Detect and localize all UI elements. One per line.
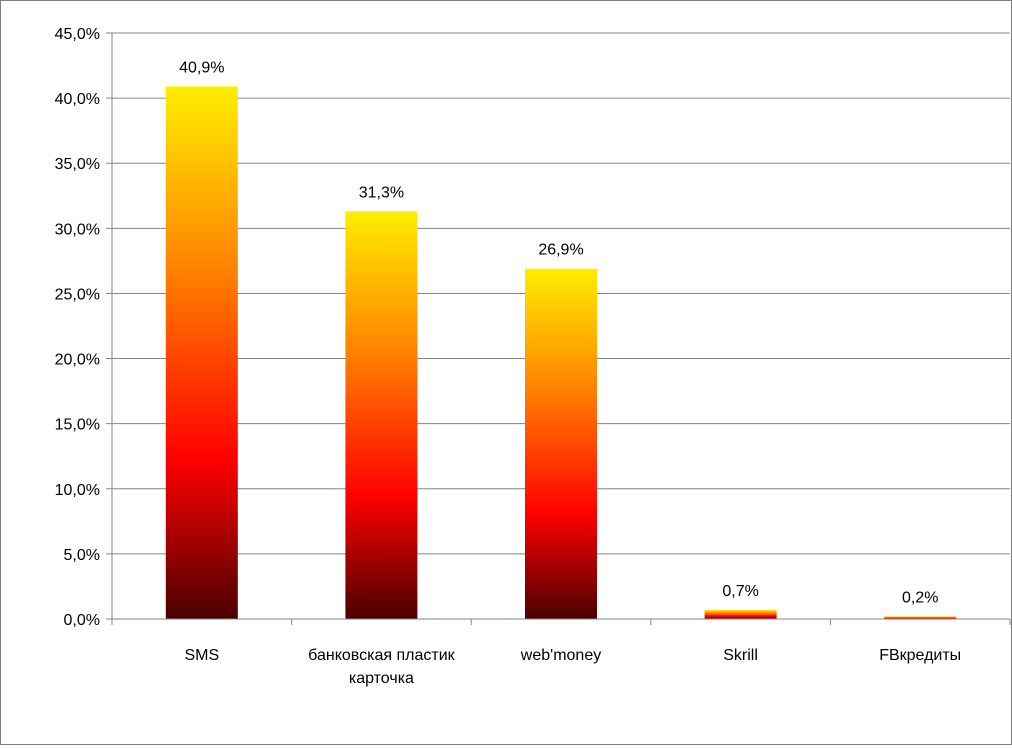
data-labels: 40,9% 31,3% 26,9% 0,7% 0,2% bbox=[179, 59, 938, 606]
bar bbox=[884, 616, 957, 619]
data-label: 40,9% bbox=[179, 59, 224, 76]
y-axis-tick-labels: 0,0% 5,0% 10,0% 15,0% 20,0% 25,0% 30,0% 35,0% 40… bbox=[55, 26, 100, 629]
bar bbox=[525, 268, 597, 619]
data-label: 26,9% bbox=[538, 242, 583, 259]
y-tick-label: 30,0% bbox=[55, 221, 100, 238]
bar bbox=[165, 86, 238, 619]
y-tick-label: 40,0% bbox=[55, 91, 100, 108]
x-tick-label: web'money bbox=[520, 647, 601, 664]
y-tick-label: 5,0% bbox=[64, 547, 100, 564]
x-axis-tick-labels: SMS банковская пластик карточка web'money Sk… bbox=[184, 647, 961, 687]
x-tick-label: Skrill bbox=[723, 647, 758, 664]
x-tick-label: FBкредиты bbox=[879, 647, 961, 664]
y-tick-label: 20,0% bbox=[55, 352, 100, 369]
y-tick-label: 0,0% bbox=[64, 612, 100, 629]
bar bbox=[704, 609, 777, 619]
axes bbox=[106, 32, 1011, 625]
data-label: 0,2% bbox=[902, 589, 938, 606]
bars bbox=[165, 86, 957, 619]
y-tick-label: 15,0% bbox=[55, 417, 100, 434]
y-tick-label: 35,0% bbox=[55, 156, 100, 173]
bar bbox=[345, 211, 418, 619]
y-tick-label: 45,0% bbox=[55, 26, 100, 43]
x-tick-label: SMS bbox=[184, 647, 219, 664]
data-label: 0,7% bbox=[722, 583, 758, 600]
x-tick-label: банковская пластик карточка bbox=[308, 647, 455, 687]
y-tick-label: 25,0% bbox=[55, 286, 100, 303]
y-tick-label: 10,0% bbox=[55, 482, 100, 499]
data-label: 31,3% bbox=[359, 184, 404, 201]
